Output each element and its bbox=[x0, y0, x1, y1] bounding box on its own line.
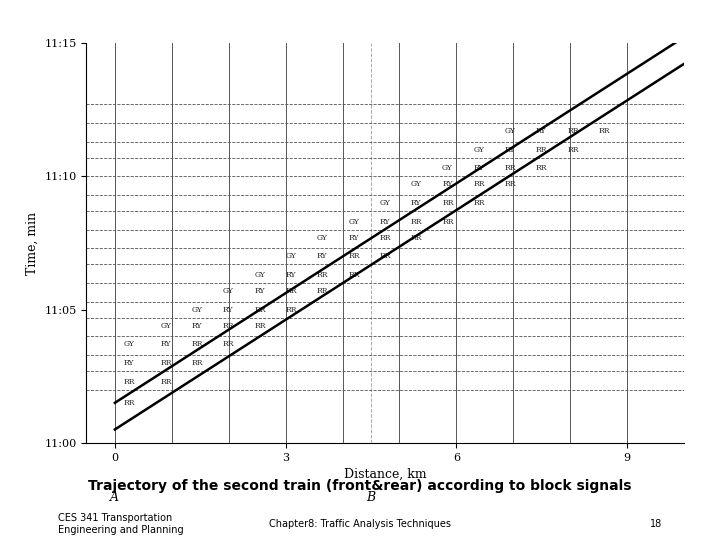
Text: GY: GY bbox=[161, 322, 171, 329]
Text: RY: RY bbox=[192, 322, 202, 329]
Text: GY: GY bbox=[223, 287, 234, 295]
Text: RR: RR bbox=[442, 199, 454, 207]
Text: RR: RR bbox=[123, 399, 135, 407]
Text: RR: RR bbox=[411, 234, 423, 242]
Text: RR: RR bbox=[317, 287, 328, 295]
Text: Trajectory of the second train (front&rear) according to block signals: Trajectory of the second train (front&re… bbox=[89, 479, 631, 493]
Text: RR: RR bbox=[161, 377, 172, 386]
Text: RY: RY bbox=[536, 127, 546, 135]
Text: GY: GY bbox=[474, 146, 485, 154]
Text: RR: RR bbox=[254, 322, 266, 329]
Text: RY: RY bbox=[411, 199, 421, 207]
Text: RR: RR bbox=[192, 340, 203, 348]
Text: RY: RY bbox=[474, 164, 484, 172]
Text: GY: GY bbox=[123, 340, 134, 348]
Text: GY: GY bbox=[286, 252, 297, 260]
Text: RR: RR bbox=[348, 271, 360, 279]
Text: RR: RR bbox=[317, 271, 328, 279]
Text: RR: RR bbox=[442, 218, 454, 226]
Text: RR: RR bbox=[123, 377, 135, 386]
Text: RR: RR bbox=[567, 146, 579, 154]
Text: GY: GY bbox=[379, 199, 390, 207]
Text: RR: RR bbox=[286, 306, 297, 314]
Text: RR: RR bbox=[474, 199, 485, 207]
Text: GY: GY bbox=[348, 218, 359, 226]
Text: RR: RR bbox=[379, 234, 391, 242]
Text: RY: RY bbox=[223, 306, 233, 314]
Text: GY: GY bbox=[505, 127, 516, 135]
Text: RR: RR bbox=[411, 218, 423, 226]
Text: RY: RY bbox=[505, 146, 516, 154]
Text: RR: RR bbox=[254, 306, 266, 314]
Y-axis label: Time, min: Time, min bbox=[26, 212, 39, 274]
Text: RR: RR bbox=[505, 180, 516, 188]
Text: RR: RR bbox=[567, 127, 579, 135]
Text: RR: RR bbox=[192, 359, 203, 367]
Text: RR: RR bbox=[536, 164, 547, 172]
Text: RR: RR bbox=[161, 359, 172, 367]
Text: RR: RR bbox=[536, 146, 547, 154]
Text: GY: GY bbox=[442, 164, 453, 172]
Text: GY: GY bbox=[192, 306, 202, 314]
Text: RR: RR bbox=[286, 287, 297, 295]
Text: CES 341 Transportation
Engineering and Planning: CES 341 Transportation Engineering and P… bbox=[58, 513, 183, 535]
Text: B: B bbox=[366, 491, 376, 504]
Text: GY: GY bbox=[254, 271, 265, 279]
Text: RY: RY bbox=[379, 218, 390, 226]
Text: RR: RR bbox=[223, 322, 235, 329]
Text: A: A bbox=[110, 491, 120, 504]
Text: RR: RR bbox=[474, 180, 485, 188]
Text: RR: RR bbox=[379, 252, 391, 260]
Text: RY: RY bbox=[123, 359, 134, 367]
Text: RY: RY bbox=[317, 252, 328, 260]
Text: GY: GY bbox=[411, 180, 422, 188]
Text: RY: RY bbox=[348, 234, 359, 242]
Text: RR: RR bbox=[598, 127, 610, 135]
Text: RY: RY bbox=[254, 287, 265, 295]
X-axis label: Distance, km: Distance, km bbox=[344, 468, 426, 481]
Text: RR: RR bbox=[223, 340, 235, 348]
Text: RY: RY bbox=[286, 271, 296, 279]
Text: RR: RR bbox=[505, 164, 516, 172]
Text: Chapter8: Traffic Analysis Techniques: Chapter8: Traffic Analysis Techniques bbox=[269, 519, 451, 529]
Text: 18: 18 bbox=[650, 519, 662, 529]
Text: RY: RY bbox=[442, 180, 453, 188]
Text: RR: RR bbox=[348, 252, 360, 260]
Text: GY: GY bbox=[317, 234, 328, 242]
Text: RY: RY bbox=[161, 340, 171, 348]
